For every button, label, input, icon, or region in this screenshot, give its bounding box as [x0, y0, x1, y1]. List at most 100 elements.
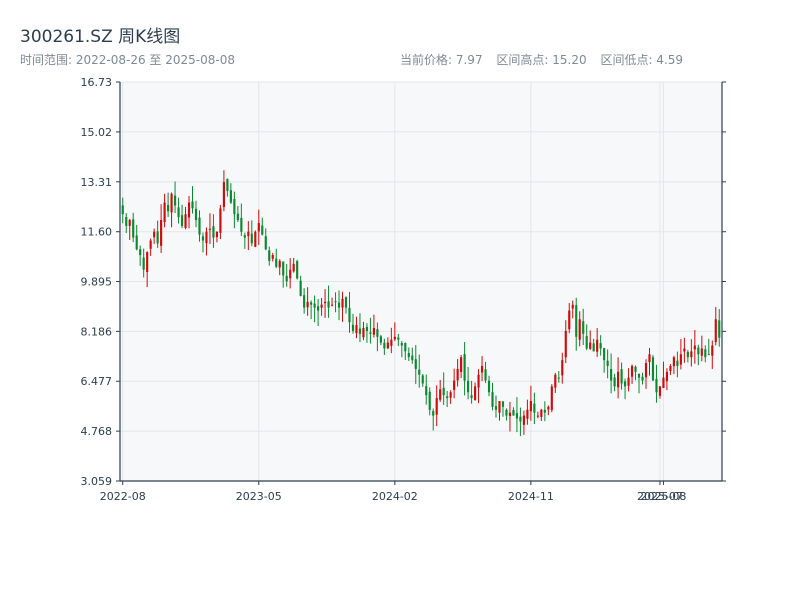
- candle-body: [257, 222, 260, 232]
- candle-body: [707, 354, 710, 356]
- candle-body: [473, 386, 477, 400]
- candle-body: [711, 345, 714, 356]
- candle-body: [153, 231, 156, 238]
- candle-body: [236, 213, 239, 221]
- candle-body: [296, 261, 299, 279]
- candle-body: [460, 357, 463, 372]
- candle-body: [215, 231, 219, 238]
- chart-title: 300261.SZ 周K线图: [20, 27, 181, 47]
- candle-body: [184, 214, 187, 228]
- current-price-label: 当前价格: 7.97: [400, 53, 483, 67]
- candle-body: [683, 348, 686, 352]
- candle-body: [432, 411, 435, 416]
- candle-body: [679, 354, 682, 365]
- x-tick-label: 2022-08: [100, 490, 146, 503]
- candle-body: [526, 409, 529, 419]
- candle-body: [543, 409, 546, 413]
- candle-body: [540, 409, 543, 417]
- candle-body: [669, 365, 672, 372]
- candle-body: [714, 319, 717, 343]
- candle-body: [484, 369, 487, 381]
- candle-body: [665, 371, 669, 382]
- candle-body: [400, 343, 403, 346]
- candle-body: [327, 301, 330, 308]
- candle-body: [519, 416, 522, 422]
- candle-body: [571, 304, 574, 309]
- candle-body: [623, 381, 627, 387]
- candle-body: [180, 215, 184, 226]
- candle-body: [393, 336, 396, 340]
- candle-body: [320, 304, 323, 308]
- candle-body: [627, 377, 630, 386]
- candle-body: [254, 231, 257, 247]
- y-tick-label: 13.31: [81, 176, 113, 189]
- candle-body: [358, 328, 362, 334]
- candle-body: [177, 207, 180, 218]
- candle-body: [132, 219, 135, 238]
- candle-body: [662, 377, 665, 388]
- candle-body: [243, 235, 246, 238]
- y-tick-label: 3.059: [81, 475, 113, 488]
- x-tick-label: 2023-05: [236, 490, 282, 503]
- candle-body: [487, 380, 491, 393]
- candle-body: [480, 365, 484, 373]
- candle-body: [379, 336, 382, 343]
- candle-body: [655, 378, 658, 393]
- candle-body: [205, 231, 208, 244]
- candle-body: [128, 220, 131, 226]
- candle-body: [425, 386, 428, 396]
- candle-body: [446, 396, 449, 399]
- candle-body: [592, 343, 595, 352]
- candle-body: [240, 217, 243, 232]
- candle-body: [550, 386, 553, 410]
- candle-body: [337, 302, 341, 308]
- candle-body: [704, 349, 707, 358]
- candle-body: [533, 403, 536, 413]
- candle-body: [515, 413, 519, 419]
- candle-body: [390, 339, 393, 346]
- candle-body: [494, 406, 498, 410]
- y-tick-label: 6.477: [81, 375, 113, 388]
- candle-body: [365, 326, 369, 331]
- candle-body: [477, 374, 480, 388]
- candle-body: [686, 352, 689, 358]
- candle-body: [125, 217, 128, 226]
- candle-body: [344, 297, 348, 308]
- candle-body: [362, 328, 365, 338]
- candle-body: [250, 233, 253, 244]
- candle-body: [658, 386, 662, 396]
- candle-body: [582, 321, 585, 334]
- candle-body: [212, 226, 215, 238]
- candle-body: [146, 252, 149, 273]
- candle-body: [498, 401, 501, 413]
- candle-body: [718, 320, 721, 338]
- candle-body: [651, 357, 655, 381]
- y-tick-label: 4.768: [81, 425, 113, 438]
- candle-body: [585, 336, 588, 349]
- candle-body: [233, 198, 236, 215]
- candle-body: [323, 301, 327, 304]
- candle-body: [505, 409, 508, 416]
- candle-body: [163, 202, 166, 223]
- price-summary: 当前价格: 7.97 区间高点: 15.20 区间低点: 4.59: [400, 51, 693, 68]
- candle-body: [299, 280, 302, 296]
- candle-body: [167, 205, 170, 212]
- candle-body: [428, 391, 431, 410]
- candle-body: [317, 306, 320, 311]
- candle-body: [418, 369, 421, 375]
- candle-body: [229, 190, 232, 203]
- candle-body: [334, 301, 337, 303]
- x-tick-label: 2025-07: [637, 490, 683, 503]
- candle-body: [435, 398, 438, 415]
- candle-body: [568, 310, 571, 330]
- candle-body: [198, 217, 201, 235]
- candle-body: [201, 236, 205, 241]
- candle-body: [219, 208, 222, 233]
- candle-body: [376, 329, 379, 337]
- candle-body: [449, 392, 452, 398]
- candle-body: [467, 380, 470, 393]
- candle-body: [599, 343, 602, 349]
- candle-body: [491, 392, 494, 407]
- candle-body: [634, 366, 637, 372]
- candle-body: [522, 415, 525, 425]
